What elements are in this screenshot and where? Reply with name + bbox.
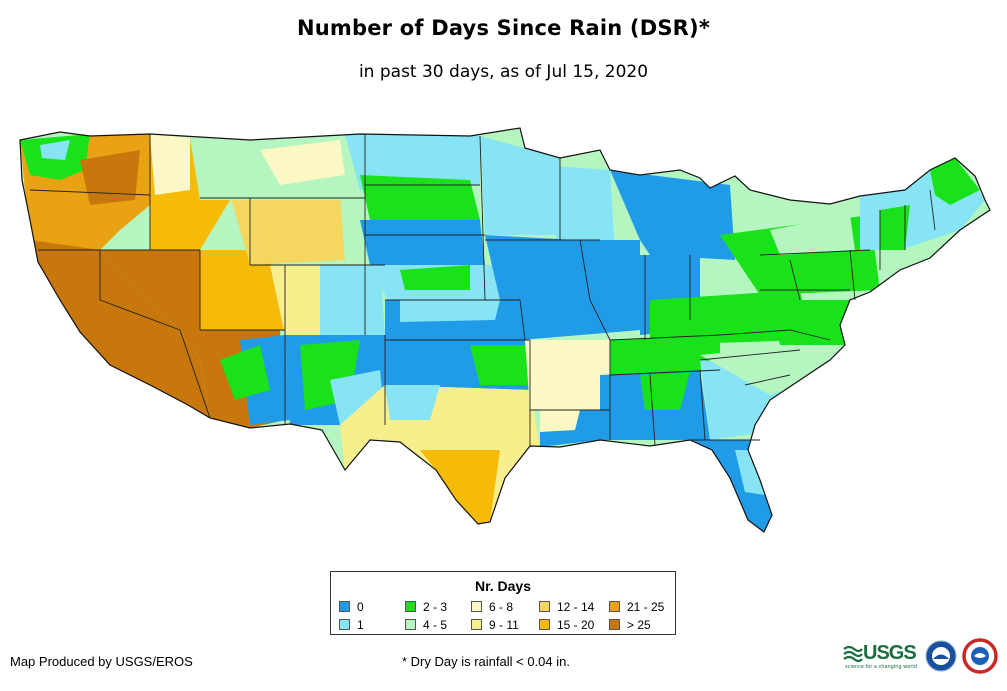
legend-item-9-11: 9 - 11	[471, 619, 519, 632]
usgs-wave-icon	[843, 645, 863, 663]
region-california	[30, 240, 210, 418]
legend-swatch	[539, 619, 550, 630]
region-texas-panhandle	[385, 385, 440, 420]
legend-swatch	[609, 601, 620, 612]
region-ne-green	[400, 265, 470, 290]
legend-swatch	[609, 619, 620, 630]
region-louisiana-light	[540, 410, 580, 432]
region-sd	[360, 220, 485, 265]
region-az-spots	[220, 345, 270, 400]
legend-item-15-20: 15 - 20	[539, 619, 594, 632]
region-wa-coast-blue	[40, 140, 70, 160]
us-outline	[19, 127, 991, 533]
legend-swatch	[539, 601, 550, 612]
region-utah	[200, 250, 285, 330]
usgs-logo: USGS science for a changing world	[843, 642, 921, 670]
region-wisconsin	[540, 165, 615, 255]
region-nd-green	[360, 175, 480, 220]
legend-item-over-25: > 25	[609, 619, 651, 632]
legend-swatch	[405, 619, 416, 630]
noaa-logo-icon	[925, 640, 957, 672]
legend-item-4-5: 4 - 5	[405, 619, 447, 632]
region-texas-south	[420, 450, 500, 524]
legend-item-0: 0	[339, 601, 364, 614]
legend-item-6-8: 6 - 8	[471, 601, 513, 614]
region-maine-green	[930, 158, 980, 205]
legend-swatch	[405, 601, 416, 612]
legend-item-2-3: 2 - 3	[405, 601, 447, 614]
region-illinois-missouri	[500, 240, 640, 340]
region-wyoming	[230, 195, 345, 265]
region-co-west	[270, 265, 320, 335]
region-nevada	[100, 250, 200, 340]
legend-swatch	[339, 601, 350, 612]
legend-item-21-25: 21 - 25	[609, 601, 664, 614]
legend-item-12-14: 12 - 14	[539, 601, 594, 614]
legend-swatch	[339, 619, 350, 630]
legend-item-1: 1	[339, 619, 364, 632]
legend-title: Nr. Days	[474, 578, 532, 594]
map-credit: Map Produced by USGS/EROS	[10, 654, 193, 669]
usgs-tagline: science for a changing world	[845, 664, 917, 670]
us-map	[19, 127, 991, 533]
region-virginia	[770, 300, 850, 345]
region-minnesota	[480, 136, 560, 235]
state-borders	[29, 134, 936, 447]
region-tennessee	[610, 335, 720, 375]
legend-swatch	[471, 619, 482, 630]
map-subtitle: in past 30 days, as of Jul 15, 2020	[358, 62, 649, 82]
nws-logo-icon	[962, 638, 998, 674]
region-oregon-central	[80, 150, 140, 205]
region-vt-nh-green	[880, 205, 910, 250]
usgs-wordmark: USGS	[863, 642, 917, 664]
region-ks-light	[400, 300, 500, 322]
region-ok-green	[470, 345, 530, 385]
map-title: Number of Days Since Rain (DSR)*	[296, 16, 711, 40]
legend: Nr. Days 0 1 2 - 3 4 - 5 6 - 8 9 - 11 12…	[330, 571, 676, 635]
legend-swatch	[471, 601, 482, 612]
dry-day-note: * Dry Day is rainfall < 0.04 in.	[402, 654, 570, 669]
region-alabama-green	[640, 372, 690, 410]
region-michigan	[610, 170, 735, 260]
region-idaho-n	[150, 134, 190, 195]
region-montana-dry	[260, 140, 345, 185]
region-ny-light	[770, 215, 855, 255]
region-arkansas	[525, 340, 610, 410]
